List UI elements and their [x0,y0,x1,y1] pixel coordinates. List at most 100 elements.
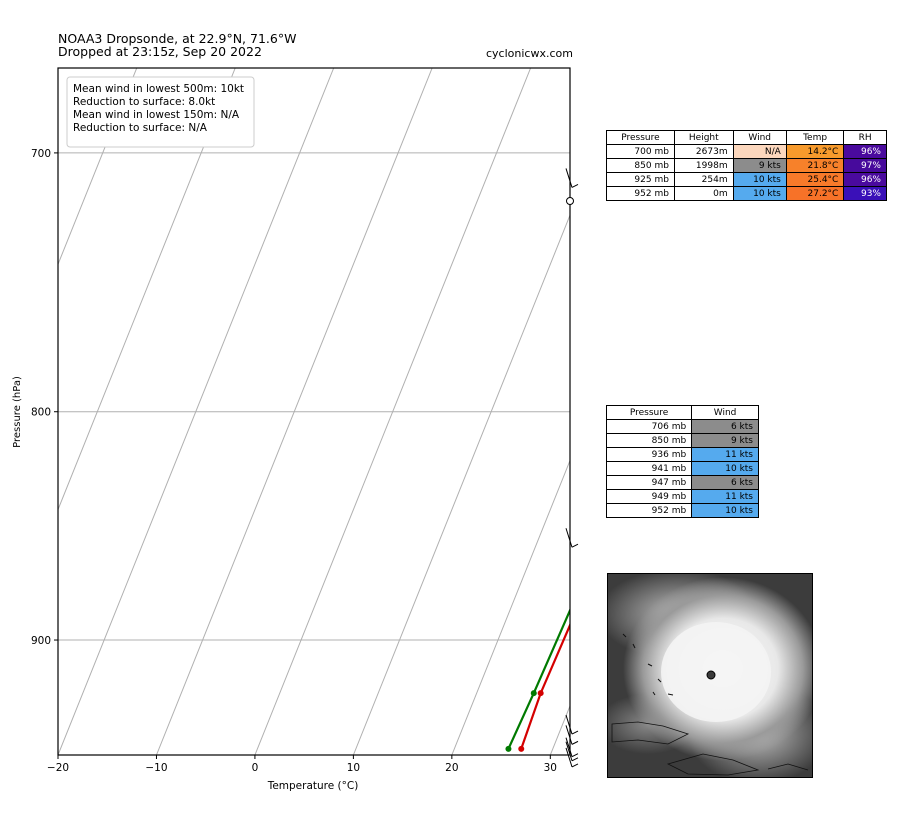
info-line: Mean wind in lowest 150m: N/A [73,109,240,121]
info-box [66,76,255,148]
satellite-rendering [608,574,812,777]
wind-cell-speed: 6 kts [691,475,759,490]
isotherm-line [58,68,236,511]
col-pressure: Pressure [605,405,693,420]
summary-cell-temp: 25.4°C [785,172,845,187]
summary-table: Pressure Height Wind Temp RH 700 mb 2673m… [606,130,887,201]
x-tick-label: −10 [145,762,167,774]
y-tick-label: 900 [31,635,51,647]
summary-cell-height: 254m [673,172,734,187]
storm-satellite-image [607,573,813,778]
summary-cell-height: 2673m [673,144,734,159]
wind-table-header: Pressure Wind [605,405,759,420]
site-credit: cyclonicwx.com [486,47,573,60]
wind-barb [565,737,579,758]
summary-cell-pressure: 700 mb [606,144,675,159]
profile-point [742,268,748,274]
x-tick-label: 20 [445,762,458,774]
x-tick-label: 30 [544,762,557,774]
summary-row: 700 mb 2673m N/A 14.2°C 96% [606,144,887,159]
col-height: Height [673,130,734,145]
wind-cell-speed: 11 kts [691,447,759,462]
wind-row: 706 mb 6 kts [605,419,759,434]
wind-cell-pressure: 952 mb [605,503,693,518]
wind-cell-pressure: 706 mb [605,419,693,434]
summary-table-header: Pressure Height Wind Temp RH [606,130,887,145]
col-wind: Wind [732,130,787,145]
wind-row: 936 mb 11 kts [605,447,759,462]
summary-cell-temp: 21.8°C [785,158,845,173]
col-rh: RH [843,130,887,145]
wind-row: 941 mb 10 kts [605,461,759,476]
wind-cell-pressure: 936 mb [605,447,693,462]
chart-title-line1: NOAA3 Dropsonde, at 22.9°N, 71.6°W [58,31,297,46]
isotherm-line [352,213,570,755]
wind-barb [565,747,579,768]
summary-cell-temp: 27.2°C [785,186,845,201]
calm-wind-marker [566,197,574,205]
summary-cell-wind: 9 kts [732,158,787,173]
wind-barb [565,714,579,735]
wind-row: 947 mb 6 kts [605,475,759,490]
wind-cell-speed: 9 kts [691,433,759,448]
summary-cell-rh: 96% [843,144,887,159]
profile-point [608,526,614,532]
wind-row: 949 mb 11 kts [605,489,759,504]
wind-barb [565,725,579,745]
isotherm-line [451,459,570,755]
x-axis-label: Temperature (°C) [267,780,359,792]
wind-cell-pressure: 947 mb [605,475,693,490]
isotherm-line [58,68,138,266]
x-tick-label: −20 [47,762,69,774]
info-line: Reduction to surface: 8.0kt [73,96,215,108]
wind-barb [565,741,579,762]
summary-cell-height: 1998m [673,158,734,173]
summary-cell-wind: N/A [732,144,787,159]
info-line: Reduction to surface: N/A [73,122,208,134]
wind-table: Pressure Wind 706 mb 6 kts 850 mb 9 kts 936 … [605,405,759,518]
isotherm-line [155,68,433,755]
wind-cell-speed: 6 kts [691,419,759,434]
wind-row: 850 mb 9 kts [605,433,759,448]
isotherm-line [254,68,532,755]
profile-line [507,607,570,750]
summary-row: 925 mb 254m 10 kts 25.4°C 96% [606,172,887,187]
summary-cell-height: 0m [673,186,734,201]
wind-barb [565,528,579,548]
summary-row: 952 mb 0m 10 kts 27.2°C 93% [606,186,887,201]
wind-row: 952 mb 10 kts [605,503,759,518]
profile-point [505,745,512,752]
wind-cell-speed: 11 kts [691,489,759,504]
profile-point [602,526,608,532]
x-tick-label: 10 [347,762,360,774]
wind-cell-speed: 10 kts [691,461,759,476]
profile-point [537,690,544,697]
info-line: Mean wind in lowest 500m: 10kt [73,83,244,95]
wind-cell-speed: 10 kts [691,503,759,518]
wind-barb [565,168,579,188]
profile-point [518,745,525,752]
summary-cell-pressure: 850 mb [606,158,675,173]
summary-cell-rh: 97% [843,158,887,173]
x-tick-label: 0 [252,762,259,774]
summary-cell-rh: 96% [843,172,887,187]
summary-row: 850 mb 1998m 9 kts 21.8°C 97% [606,158,887,173]
col-temp: Temp [785,130,845,145]
wind-cell-pressure: 949 mb [605,489,693,504]
storm-eye [706,670,716,680]
summary-cell-rh: 93% [843,186,887,201]
isotherm-line [58,68,335,755]
wind-cell-pressure: 850 mb [605,433,693,448]
y-tick-label: 700 [31,148,51,160]
chart-title-line2: Dropped at 23:15z, Sep 20 2022 [58,44,262,59]
summary-cell-wind: 10 kts [732,186,787,201]
y-tick-label: 800 [31,407,51,419]
summary-cell-wind: 10 kts [732,172,787,187]
summary-cell-temp: 14.2°C [785,144,845,159]
col-pressure: Pressure [606,130,675,145]
wind-cell-pressure: 941 mb [605,461,693,476]
profile-point [530,690,537,697]
col-wind: Wind [691,405,759,420]
summary-cell-pressure: 952 mb [606,186,675,201]
